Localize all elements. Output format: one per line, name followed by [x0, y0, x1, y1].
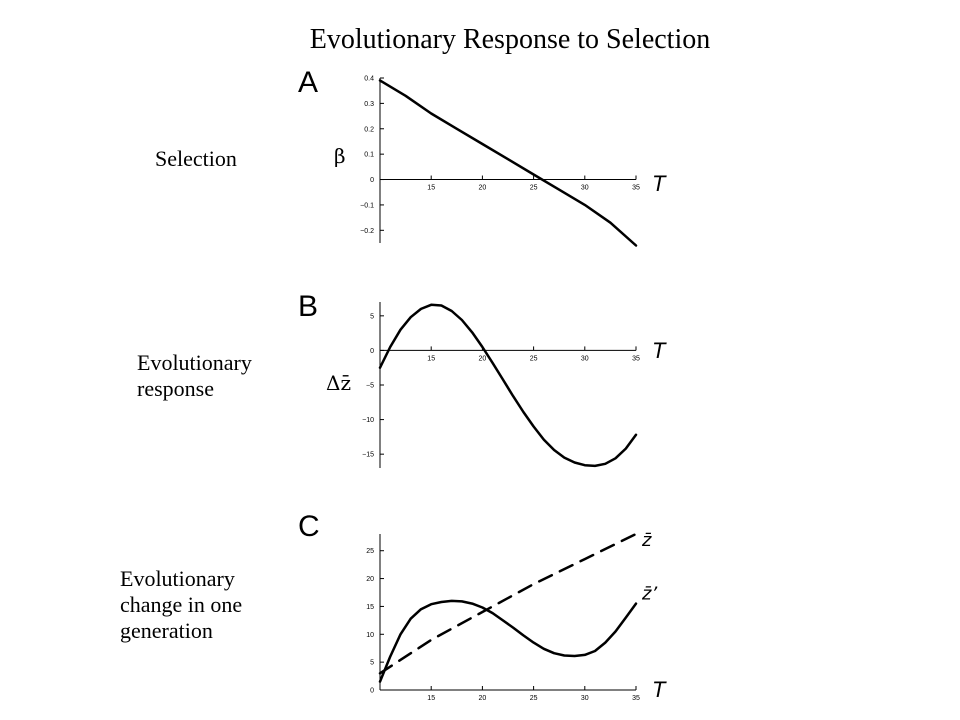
series-line-c-dashed — [378, 532, 638, 675]
panel-letter-a: A — [298, 66, 318, 99]
panel-a-chart: A −0.2 −0.1 0 0.1 0.2 0.3 0.4 15 20 25 30 35 Tβ — [298, 66, 667, 247]
x-tick-label-c: 15 — [427, 695, 435, 702]
x-tick-label-a: 20 — [479, 185, 487, 192]
series-label-c-1: z̄’ — [641, 584, 657, 605]
y-tick-label-c: 5 — [370, 660, 374, 667]
y-tick-label-c: 15 — [366, 604, 374, 611]
y-tick-label-a: 0.1 — [364, 152, 374, 159]
x-tick-label-c: 20 — [479, 695, 487, 702]
y-tick-label-b: −5 — [366, 383, 374, 390]
evolutionary-response-label: Evolutionary response — [137, 350, 252, 401]
x-axis-label-a: T — [652, 171, 667, 196]
x-tick-label-b: 15 — [427, 355, 435, 362]
y-tick-label-a: 0 — [370, 177, 374, 184]
y-tick-label-c: 25 — [366, 548, 374, 555]
x-tick-label-c: 30 — [581, 695, 589, 702]
y-tick-label-a: 0.2 — [364, 126, 374, 133]
y-tick-label-b: −15 — [362, 452, 374, 459]
x-tick-label-b: 30 — [581, 355, 589, 362]
series-line-c-solid — [378, 599, 638, 683]
y-tick-label-b: −10 — [362, 417, 374, 424]
y-tick-label-b: 0 — [370, 348, 374, 355]
page-title: Evolutionary Response to Selection — [309, 24, 711, 55]
y-tick-label-a: 0.3 — [364, 101, 374, 108]
series-line-b-solid — [378, 303, 638, 468]
y-tick-label-c: 10 — [366, 632, 374, 639]
x-tick-label-b: 35 — [632, 355, 640, 362]
series-line-a-solid — [378, 79, 638, 247]
y-tick-label-a: 0.4 — [364, 76, 374, 83]
evolutionary-change-label: Evolutionary change in one generation — [120, 566, 243, 643]
y-tick-label-a: −0.1 — [360, 202, 374, 209]
x-tick-label-a: 15 — [427, 185, 435, 192]
x-axis-label-b: T — [652, 338, 667, 363]
x-tick-label-c: 35 — [632, 695, 640, 702]
x-tick-label-b: 25 — [530, 355, 538, 362]
x-axis-label-c: T — [652, 677, 667, 702]
panel-letter-c: C — [298, 510, 320, 543]
y-axis-label-a: β — [334, 144, 346, 168]
x-tick-label-a: 30 — [581, 185, 589, 192]
y-axis-label-b: Δz̄ — [326, 371, 351, 395]
x-tick-label-b: 20 — [479, 355, 487, 362]
selection-label: Selection — [155, 146, 237, 171]
series-label-c-0: z̄ — [641, 530, 652, 551]
x-tick-label-a: 25 — [530, 185, 538, 192]
y-tick-label-b: 5 — [370, 313, 374, 320]
panel-c-chart: C 0 5 10 15 20 25 15 20 25 30 35 Tz̄ z̄’ — [298, 510, 667, 702]
y-tick-label-c: 0 — [370, 688, 374, 695]
x-tick-label-a: 35 — [632, 185, 640, 192]
y-tick-label-c: 20 — [366, 576, 374, 583]
y-tick-label-a: −0.2 — [360, 228, 374, 235]
panel-letter-b: B — [298, 290, 318, 323]
panel-b-chart: B −15 −10 −5 0 5 15 20 25 30 35 T Δz̄ — [298, 290, 667, 468]
x-tick-label-c: 25 — [530, 695, 538, 702]
